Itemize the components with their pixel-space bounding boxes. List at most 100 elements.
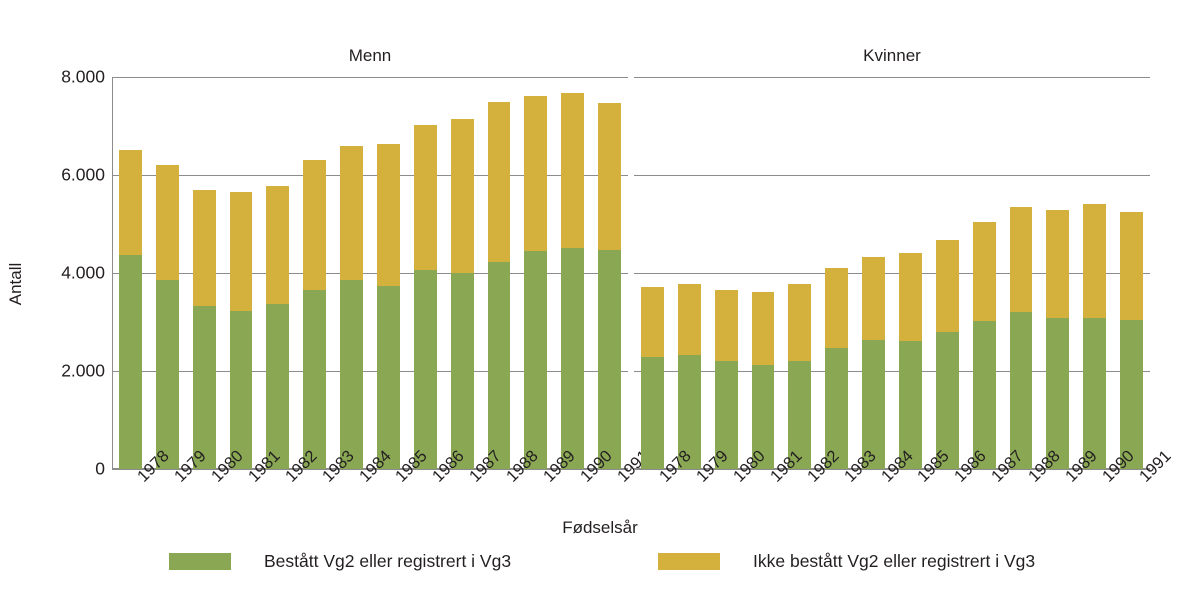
bar-segment-ikke-bestatt: [1009, 206, 1033, 313]
bar-segment-ikke-bestatt: [1083, 203, 1107, 319]
bar-segment-bestatt: [972, 321, 996, 469]
y-tick-label: 2.000: [61, 360, 105, 381]
gridline: [634, 273, 1150, 275]
bar-segment-bestatt: [266, 304, 290, 469]
bar-segment-bestatt: [899, 340, 922, 469]
bar-segment-bestatt: [1120, 320, 1143, 469]
bar-segment-ikke-bestatt: [972, 221, 996, 322]
bar-segment-bestatt: [377, 285, 400, 469]
bar-menn-1983: [303, 160, 327, 469]
bar-menn-1984: [340, 145, 363, 469]
bar-menn-1988: [487, 102, 511, 469]
bar-segment-ikke-bestatt: [192, 190, 216, 307]
bar-segment-ikke-bestatt: [119, 150, 142, 256]
gridline: [634, 175, 1150, 177]
bar-kvinner-1978: [641, 286, 664, 469]
bar-segment-ikke-bestatt: [598, 102, 621, 251]
bar-kvinner-1989: [1046, 209, 1070, 469]
x-axis-baseline: [634, 468, 1150, 470]
bar-menn-1985: [377, 143, 400, 469]
bar-kvinner-1985: [899, 253, 922, 469]
bars-kvinner: [634, 77, 1150, 469]
bar-menn-1987: [450, 119, 474, 469]
y-tick-label: 4.000: [61, 262, 105, 283]
bar-segment-ikke-bestatt: [641, 286, 664, 358]
bar-segment-bestatt: [561, 247, 585, 469]
gridline: [634, 77, 1150, 79]
gridline: [112, 273, 628, 275]
bar-menn-1990: [561, 93, 585, 469]
bar-segment-bestatt: [677, 354, 701, 469]
bar-segment-bestatt: [862, 339, 885, 469]
bar-segment-bestatt: [450, 272, 474, 469]
bar-segment-bestatt: [192, 306, 216, 469]
bar-segment-bestatt: [714, 360, 738, 469]
bar-kvinner-1987: [972, 221, 996, 469]
bar-menn-1978: [119, 150, 142, 469]
bar-menn-1981: [229, 192, 253, 469]
panel-title-kvinner: Kvinner: [863, 46, 921, 65]
bar-segment-bestatt: [119, 255, 142, 469]
x-axis-baseline: [112, 468, 628, 470]
bar-segment-ikke-bestatt: [714, 290, 738, 361]
legend-swatch-icon: [169, 553, 231, 570]
bar-segment-ikke-bestatt: [377, 143, 400, 286]
bar-kvinner-1986: [935, 240, 959, 469]
y-axis-ticks: 0 2.000 4.000 6.000 8.000: [10, 0, 105, 609]
bar-segment-ikke-bestatt: [413, 125, 437, 270]
bar-kvinner-1982: [788, 284, 812, 469]
bar-segment-bestatt: [788, 360, 812, 469]
bar-menn-1982: [266, 185, 290, 469]
legend-item-bestatt: Bestått Vg2 eller registrert i Vg3: [169, 551, 511, 572]
bar-segment-bestatt: [303, 290, 327, 469]
plot-area-menn: [112, 77, 628, 471]
y-tick-label: 6.000: [61, 164, 105, 185]
bar-menn-1991: [598, 102, 621, 469]
bar-kvinner-1984: [862, 257, 885, 469]
bar-segment-bestatt: [487, 261, 511, 469]
bar-kvinner-1991: [1120, 211, 1143, 469]
bar-segment-bestatt: [935, 331, 959, 469]
bar-segment-bestatt: [1009, 312, 1033, 469]
bar-segment-bestatt: [340, 279, 363, 469]
bar-segment-ikke-bestatt: [825, 267, 849, 349]
bar-segment-ikke-bestatt: [266, 185, 290, 305]
bar-segment-ikke-bestatt: [561, 93, 585, 248]
bar-segment-bestatt: [524, 251, 548, 469]
bar-segment-ikke-bestatt: [935, 240, 959, 332]
panel-title-menn: Menn: [348, 46, 392, 65]
bar-kvinner-1979: [677, 284, 701, 469]
bar-segment-ikke-bestatt: [899, 253, 922, 341]
bar-segment-bestatt: [155, 280, 179, 469]
bar-kvinner-1981: [751, 292, 775, 469]
bar-segment-ikke-bestatt: [229, 192, 253, 311]
bar-segment-ikke-bestatt: [303, 160, 327, 291]
x-axis-title: Fødselsår: [562, 518, 638, 537]
bar-segment-ikke-bestatt: [788, 284, 812, 361]
gridline: [112, 371, 628, 373]
bar-menn-1980: [192, 190, 216, 469]
bar-segment-bestatt: [598, 250, 621, 469]
bar-kvinner-1980: [714, 290, 738, 469]
bar-segment-bestatt: [825, 348, 849, 469]
bar-segment-bestatt: [229, 310, 253, 469]
plot-area-kvinner: [634, 77, 1150, 471]
bar-segment-ikke-bestatt: [751, 292, 775, 365]
bar-menn-1986: [413, 125, 437, 469]
bar-segment-bestatt: [413, 269, 437, 469]
gridline: [112, 469, 628, 471]
bar-segment-ikke-bestatt: [340, 145, 363, 280]
legend-item-ikke-bestatt: Ikke bestått Vg2 eller registrert i Vg3: [658, 551, 1035, 572]
bar-segment-ikke-bestatt: [155, 165, 179, 281]
bar-kvinner-1988: [1009, 206, 1033, 469]
gridline: [634, 371, 1150, 373]
bar-segment-bestatt: [1083, 318, 1107, 469]
bar-segment-ikke-bestatt: [677, 284, 701, 355]
legend-label-bestatt: Bestått Vg2 eller registrert i Vg3: [264, 551, 512, 571]
legend-swatch-icon: [658, 553, 720, 570]
panel-kvinner: Kvinner 1978 1979 1980 1981 1982 1983 1984 1985…: [634, 46, 1174, 515]
chart-legend: Bestått Vg2 eller registrert i Vg3 Ikke …: [0, 551, 1200, 591]
bar-segment-bestatt: [751, 364, 775, 469]
y-tick-label: 8.000: [61, 66, 105, 87]
